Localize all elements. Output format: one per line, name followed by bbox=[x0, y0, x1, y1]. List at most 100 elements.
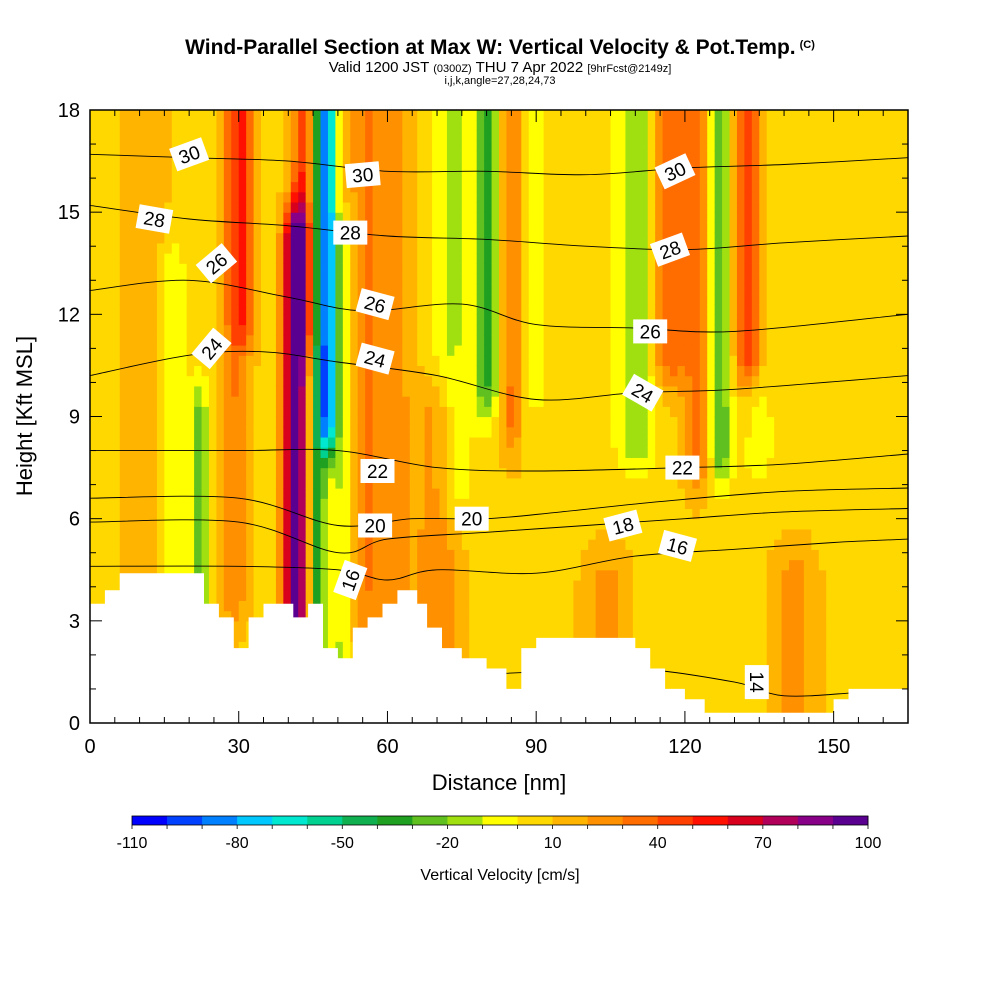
velocity-cell bbox=[164, 140, 173, 152]
velocity-cell bbox=[268, 304, 277, 315]
velocity-cell bbox=[528, 212, 537, 223]
velocity-cell bbox=[372, 539, 381, 550]
velocity-cell bbox=[439, 569, 448, 581]
velocity-cell bbox=[104, 314, 113, 326]
velocity-cell bbox=[439, 293, 448, 305]
velocity-cell bbox=[521, 191, 530, 203]
velocity-cell bbox=[580, 161, 589, 172]
velocity-cell bbox=[417, 344, 426, 356]
velocity-cell bbox=[580, 631, 589, 642]
velocity-cell bbox=[201, 161, 210, 172]
velocity-cell bbox=[617, 150, 627, 162]
velocity-cell bbox=[521, 569, 530, 581]
velocity-cell bbox=[513, 293, 522, 305]
velocity-cell bbox=[573, 365, 582, 377]
velocity-cell bbox=[268, 283, 277, 295]
velocity-cell bbox=[313, 222, 322, 234]
velocity-cell bbox=[268, 242, 277, 254]
velocity-cell bbox=[625, 253, 634, 264]
velocity-cell bbox=[90, 518, 99, 530]
velocity-cell bbox=[402, 498, 411, 510]
velocity-cell bbox=[409, 344, 418, 356]
velocity-cell bbox=[662, 682, 671, 693]
velocity-cell bbox=[565, 396, 574, 407]
velocity-cell bbox=[127, 457, 136, 469]
velocity-cell bbox=[499, 518, 508, 530]
velocity-cell bbox=[402, 324, 411, 336]
velocity-cell bbox=[491, 661, 500, 673]
velocity-cell bbox=[588, 498, 597, 510]
velocity-cell bbox=[528, 130, 537, 142]
velocity-cell bbox=[305, 467, 314, 479]
velocity-cell bbox=[283, 447, 292, 458]
velocity-cell bbox=[617, 181, 627, 193]
velocity-cell bbox=[699, 559, 708, 571]
velocity-cell bbox=[350, 508, 359, 520]
velocity-cell bbox=[186, 488, 195, 499]
velocity-cell bbox=[551, 436, 560, 448]
velocity-cell bbox=[565, 253, 574, 264]
velocity-cell bbox=[409, 467, 418, 479]
velocity-cell bbox=[424, 528, 433, 540]
velocity-cell bbox=[655, 651, 664, 663]
velocity-cell bbox=[134, 283, 143, 295]
velocity-cell bbox=[670, 344, 679, 356]
velocity-cell bbox=[499, 242, 508, 254]
velocity-cell bbox=[551, 375, 560, 387]
velocity-cell bbox=[327, 355, 336, 367]
velocity-cell bbox=[313, 406, 322, 418]
velocity-cell bbox=[625, 436, 634, 448]
velocity-cell bbox=[610, 191, 619, 203]
velocity-cell bbox=[387, 222, 396, 234]
velocity-cell bbox=[305, 253, 314, 264]
velocity-cell bbox=[476, 130, 485, 142]
velocity-cell bbox=[253, 171, 262, 183]
velocity-cell bbox=[499, 579, 508, 591]
velocity-cell bbox=[231, 641, 240, 653]
velocity-cell bbox=[283, 518, 292, 530]
velocity-cell bbox=[194, 191, 203, 203]
velocity-cell bbox=[357, 416, 366, 428]
velocity-cell bbox=[603, 559, 612, 571]
velocity-cell bbox=[305, 559, 314, 571]
velocity-cell bbox=[320, 242, 329, 254]
velocity-cell bbox=[573, 130, 582, 142]
velocity-cell bbox=[506, 579, 515, 591]
velocity-cell bbox=[565, 283, 574, 295]
velocity-cell bbox=[142, 324, 151, 336]
velocity-cell bbox=[90, 467, 99, 479]
velocity-cell bbox=[603, 498, 612, 510]
velocity-cell bbox=[305, 191, 314, 203]
velocity-cell bbox=[655, 140, 664, 152]
velocity-cell bbox=[610, 631, 619, 642]
velocity-cell bbox=[127, 150, 136, 162]
velocity-cell bbox=[506, 426, 515, 438]
velocity-cell bbox=[134, 161, 143, 172]
velocity-cell bbox=[208, 232, 218, 244]
velocity-cell bbox=[372, 426, 381, 438]
velocity-cell bbox=[506, 222, 515, 234]
velocity-cell bbox=[156, 334, 165, 346]
velocity-cell bbox=[372, 283, 381, 295]
velocity-cell bbox=[402, 283, 411, 295]
velocity-cell bbox=[275, 569, 284, 581]
velocity-cell bbox=[565, 161, 574, 172]
velocity-cell bbox=[580, 396, 589, 407]
velocity-cell bbox=[417, 549, 426, 561]
velocity-cell bbox=[149, 518, 158, 530]
velocity-cell bbox=[402, 130, 411, 142]
velocity-cell bbox=[134, 559, 143, 571]
velocity-cell bbox=[491, 447, 500, 458]
velocity-cell bbox=[521, 610, 530, 622]
velocity-cell bbox=[320, 416, 329, 428]
velocity-cell bbox=[610, 488, 619, 499]
velocity-cell bbox=[536, 283, 545, 295]
velocity-cell bbox=[127, 140, 136, 152]
velocity-cell bbox=[521, 631, 530, 642]
velocity-cell bbox=[290, 508, 299, 520]
velocity-cell bbox=[380, 426, 389, 438]
velocity-cell bbox=[573, 385, 582, 397]
velocity-cell bbox=[261, 222, 270, 234]
velocity-cell bbox=[365, 488, 374, 499]
velocity-cell bbox=[246, 253, 255, 264]
